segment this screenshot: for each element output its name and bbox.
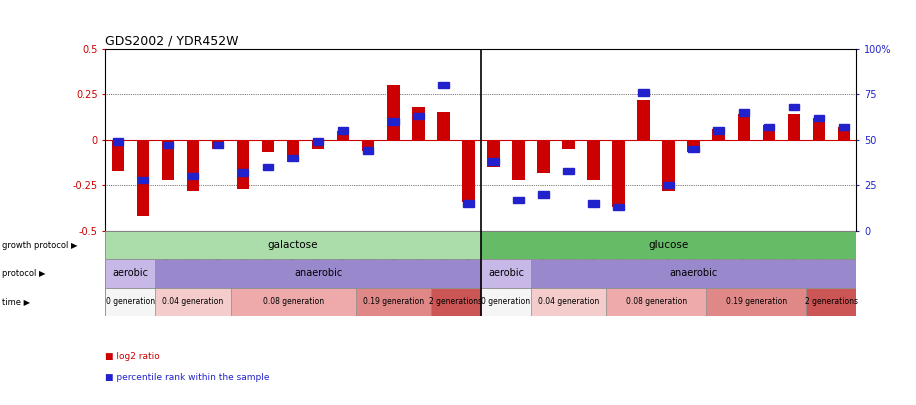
- Bar: [231, 288, 355, 316]
- Bar: [663, 182, 674, 188]
- Text: 0.08 generation: 0.08 generation: [626, 297, 687, 306]
- Bar: [531, 288, 606, 316]
- Bar: [263, 164, 273, 170]
- Bar: [788, 114, 801, 140]
- Bar: [137, 177, 148, 183]
- Bar: [188, 173, 198, 179]
- Bar: [287, 140, 300, 162]
- Bar: [412, 107, 424, 140]
- Bar: [614, 204, 624, 210]
- Text: 2 generations: 2 generations: [805, 297, 858, 306]
- Text: aerobic: aerobic: [113, 269, 148, 278]
- Bar: [413, 113, 423, 119]
- Bar: [112, 140, 124, 171]
- Bar: [587, 140, 600, 180]
- Bar: [487, 140, 499, 167]
- Text: galactose: galactose: [267, 240, 319, 250]
- Bar: [689, 146, 699, 152]
- Bar: [438, 82, 449, 88]
- Bar: [105, 259, 156, 288]
- Text: anaerobic: anaerobic: [294, 269, 343, 278]
- Bar: [537, 140, 550, 173]
- Text: 0 generation: 0 generation: [106, 297, 155, 306]
- Bar: [481, 288, 531, 316]
- Text: 0 generation: 0 generation: [482, 297, 530, 306]
- Text: glucose: glucose: [649, 240, 689, 250]
- Bar: [463, 200, 474, 207]
- Text: growth protocol ▶: growth protocol ▶: [2, 241, 77, 249]
- Bar: [837, 127, 850, 140]
- Bar: [562, 140, 575, 149]
- Bar: [531, 259, 856, 288]
- Bar: [362, 140, 375, 151]
- Bar: [363, 147, 374, 154]
- Bar: [812, 118, 825, 140]
- Bar: [789, 104, 799, 110]
- Bar: [187, 140, 199, 191]
- Bar: [512, 140, 525, 180]
- Bar: [737, 114, 750, 140]
- Bar: [606, 288, 706, 316]
- Text: 0.19 generation: 0.19 generation: [725, 297, 787, 306]
- Bar: [156, 259, 481, 288]
- Bar: [338, 128, 348, 134]
- Bar: [113, 139, 123, 145]
- Bar: [687, 140, 700, 153]
- Bar: [462, 140, 474, 202]
- Bar: [105, 231, 481, 259]
- Text: 0.04 generation: 0.04 generation: [162, 297, 224, 306]
- Bar: [437, 113, 450, 140]
- Text: 0.04 generation: 0.04 generation: [538, 297, 599, 306]
- Bar: [612, 140, 625, 207]
- Text: 0.08 generation: 0.08 generation: [263, 297, 323, 306]
- Bar: [161, 140, 174, 180]
- Bar: [387, 85, 399, 140]
- Bar: [313, 139, 323, 145]
- Bar: [431, 288, 481, 316]
- Bar: [762, 125, 775, 140]
- Bar: [481, 259, 531, 288]
- Bar: [337, 130, 350, 140]
- Bar: [638, 100, 650, 140]
- Bar: [236, 140, 249, 189]
- Bar: [136, 140, 149, 216]
- Text: ■ percentile rank within the sample: ■ percentile rank within the sample: [105, 373, 270, 382]
- Text: ■ log2 ratio: ■ log2 ratio: [105, 352, 160, 361]
- Bar: [488, 158, 498, 165]
- Bar: [839, 124, 849, 130]
- Text: protocol ▶: protocol ▶: [2, 269, 45, 278]
- Bar: [213, 142, 224, 148]
- Bar: [311, 140, 324, 149]
- Bar: [806, 288, 856, 316]
- Text: GDS2002 / YDR452W: GDS2002 / YDR452W: [105, 34, 239, 47]
- Text: 0.19 generation: 0.19 generation: [363, 297, 424, 306]
- Bar: [262, 140, 275, 153]
- Bar: [156, 288, 231, 316]
- Bar: [638, 89, 649, 96]
- Bar: [355, 288, 431, 316]
- Bar: [706, 288, 806, 316]
- Bar: [713, 129, 725, 140]
- Bar: [238, 169, 248, 176]
- Bar: [563, 168, 573, 174]
- Text: aerobic: aerobic: [488, 269, 524, 278]
- Text: time ▶: time ▶: [2, 297, 30, 306]
- Bar: [764, 124, 774, 130]
- Bar: [105, 288, 156, 316]
- Bar: [539, 191, 549, 198]
- Bar: [388, 118, 398, 125]
- Bar: [662, 140, 675, 191]
- Bar: [163, 142, 173, 148]
- Bar: [481, 231, 856, 259]
- Bar: [813, 115, 824, 121]
- Bar: [588, 200, 599, 207]
- Text: 2 generations: 2 generations: [430, 297, 483, 306]
- Text: anaerobic: anaerobic: [670, 269, 718, 278]
- Bar: [513, 197, 524, 203]
- Bar: [738, 109, 749, 115]
- Bar: [212, 140, 224, 149]
- Bar: [288, 155, 299, 161]
- Bar: [714, 128, 724, 134]
